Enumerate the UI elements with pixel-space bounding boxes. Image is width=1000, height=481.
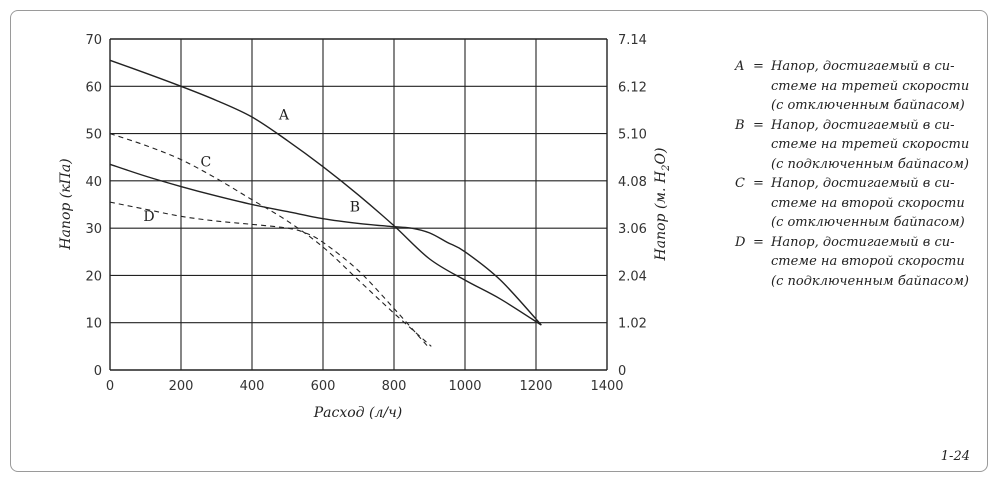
y-tick-label-right: 7.14: [618, 33, 647, 48]
legend-key: A: [735, 59, 745, 74]
y-tick-label-right: 5.10: [618, 128, 647, 143]
curve-label-a: A: [278, 107, 290, 123]
y-axis-left-label: Напор (кПа): [58, 158, 74, 250]
legend-text-line: Напор, достигаемый в си-: [771, 176, 955, 191]
legend-text-line: (с подключенным байпасом): [771, 273, 969, 289]
curves: [109, 59, 542, 347]
y-tick-label-left: 20: [85, 269, 102, 284]
legend-key: B: [735, 117, 745, 133]
grid: [109, 38, 608, 371]
x-tick-label: 600: [311, 379, 336, 394]
y-tick-label-right: 1.02: [618, 317, 647, 332]
legend-equals: =: [753, 59, 764, 74]
curve-a: [109, 59, 542, 326]
x-axis-label: Расход (л/ч): [313, 405, 403, 421]
y-tick-label-right: 4.08: [618, 175, 647, 190]
y-tick-label-right: 6.12: [618, 80, 647, 95]
x-tick-label: 1000: [448, 379, 481, 394]
y-axis-right-label-prefix: Напор (м. H: [653, 170, 669, 261]
legend-text-line: (с подключенным байпасом): [771, 156, 969, 172]
curve-label-c: C: [200, 155, 211, 171]
legend-text: Напор, достигаемый в си-стеме на второй …: [771, 233, 975, 292]
legend-text-line: стеме на второй скорости: [771, 195, 965, 211]
legend-text-line: (с отключенным байпасом): [771, 98, 965, 113]
legend-text-line: стеме на второй скорости: [771, 254, 965, 269]
legend-equals: =: [753, 117, 764, 133]
legend-text-line: Напор, достигаемый в си-: [771, 117, 955, 133]
legend-item: B = Напор, достигаемый в си-стеме на трете…: [735, 116, 975, 175]
legend-equals: =: [753, 234, 764, 250]
legend-key: C: [735, 176, 745, 191]
curve-c: [109, 133, 432, 347]
legend-text: Напор, достигаемый в си-стеме на третей …: [771, 57, 975, 116]
x-tick-label: 800: [382, 379, 407, 394]
legend-equals: =: [753, 176, 764, 191]
legend-text-line: стеме на третей скорости: [771, 137, 970, 152]
curve-label-d: D: [143, 209, 154, 225]
y-tick-label-left: 60: [85, 80, 102, 95]
legend-text-line: стеме на третей скорости: [771, 78, 970, 94]
curve-label-b: B: [350, 200, 360, 216]
curve-b: [109, 163, 542, 326]
y-axis-right-label-sub: 2: [661, 164, 672, 171]
x-tick-label: 0: [106, 379, 114, 394]
y-axis-right-label: Напор (м. H2O): [653, 148, 672, 262]
y-tick-label-left: 0: [94, 364, 102, 379]
legend-text-line: (с отключенным байпасом): [771, 215, 965, 230]
legend-item: D = Напор, достигаемый в си-стеме на второ…: [735, 233, 975, 292]
y-tick-label-left: 70: [85, 33, 102, 48]
y-tick-label-right: 3.06: [618, 222, 647, 237]
legend: A = Напор, достигаемый в си-стеме на трете…: [735, 57, 975, 291]
figure-frame: [10, 10, 988, 472]
legend-text-line: Напор, достигаемый в си-: [771, 59, 955, 74]
x-tick-label: 1400: [590, 379, 623, 394]
figure-number: 1-24: [940, 449, 970, 464]
curve-d: [109, 201, 429, 347]
legend-text: Напор, достигаемый в си-стеме на второй …: [771, 174, 975, 233]
curve-labels: A B C D: [143, 107, 360, 225]
legend-key: D: [735, 234, 746, 250]
y-tick-label-right: 2.04: [618, 269, 647, 284]
legend-text-line: Напор, достигаемый в си-: [771, 234, 955, 250]
y-tick-label-left: 30: [85, 222, 102, 237]
legend-text: Напор, достигаемый в си-стеме на третей …: [771, 116, 975, 175]
x-tick-label: 400: [240, 379, 265, 394]
legend-item: C = Напор, достигаемый в си-стеме на второ…: [735, 174, 975, 233]
y-tick-label-right: 0: [618, 364, 626, 379]
legend-item: A = Напор, достигаемый в си-стеме на трете…: [735, 57, 975, 116]
y-tick-label-left: 50: [85, 128, 102, 143]
y-axis-right-label-suffix: O): [653, 148, 669, 165]
x-tick-label: 1200: [519, 379, 552, 394]
y-tick-label-left: 40: [85, 175, 102, 190]
x-tick-label: 200: [169, 379, 194, 394]
y-tick-label-left: 10: [85, 317, 102, 332]
